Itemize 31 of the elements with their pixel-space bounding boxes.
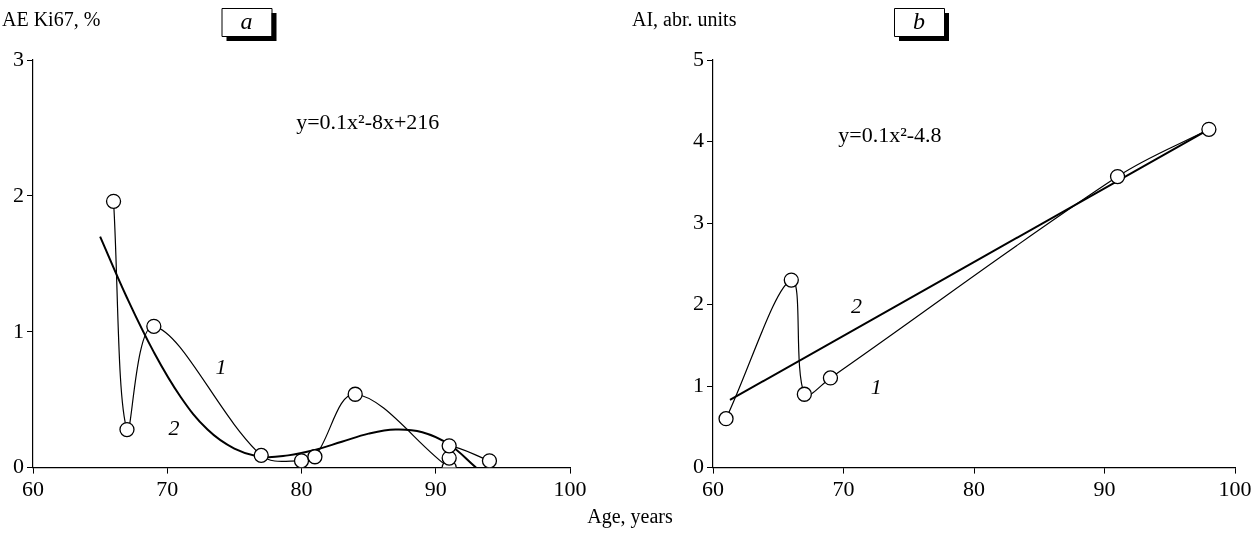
x-tick-label: 80 — [290, 475, 313, 501]
x-axis-title: Age, years — [586, 505, 674, 528]
x-tick-label: 70 — [156, 475, 179, 501]
y-tick-label: 2 — [693, 290, 704, 316]
annotation: y=0.1x²-8x+216 — [296, 109, 440, 135]
annotation: 2 — [851, 292, 863, 318]
chart-title: a — [240, 8, 253, 34]
annotation: 2 — [168, 414, 180, 440]
annotation: y=0.1x²-4.8 — [838, 121, 942, 147]
y-tick-label: 1 — [693, 371, 704, 397]
y-tick-label: 0 — [693, 453, 704, 479]
y-tick-label: 4 — [693, 127, 704, 153]
y-tick-label: 2 — [13, 181, 24, 207]
x-tick-label: 100 — [553, 475, 587, 501]
annotation: 1 — [215, 353, 227, 379]
x-tick-label: 70 — [832, 475, 855, 501]
y-tick-label: 3 — [13, 45, 24, 71]
x-tick-label: 90 — [424, 475, 447, 501]
y-tick-label: 3 — [693, 208, 704, 234]
y-tick-label: 5 — [693, 45, 704, 71]
x-tick-label: 80 — [963, 475, 985, 501]
x-tick-label: 100 — [1218, 475, 1252, 501]
x-tick-label: 60 — [702, 475, 724, 501]
x-tick-label: 90 — [1093, 475, 1116, 501]
annotation: 1 — [870, 374, 882, 400]
y-axis-title: AE Ki67, % — [2, 8, 101, 30]
y-tick-label: 1 — [13, 317, 24, 343]
x-tick-label: 60 — [22, 475, 44, 501]
chart-title: b — [913, 8, 925, 34]
y-tick-label: 0 — [13, 453, 24, 479]
y-axis-title: AI, abr. units — [632, 8, 737, 30]
